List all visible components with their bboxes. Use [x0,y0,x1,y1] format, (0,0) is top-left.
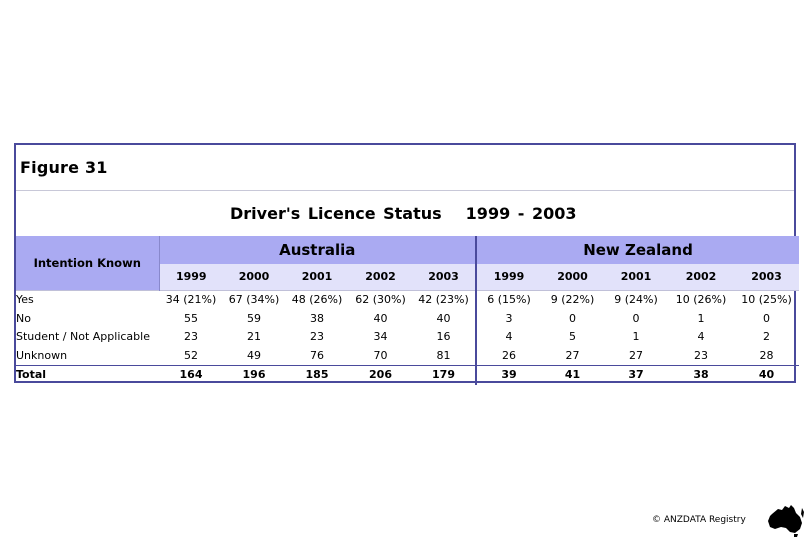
table-cell: 37 [604,365,668,385]
table-cell: 27 [629,348,643,362]
table-cell: 9 (24%) [604,290,668,310]
year-header: 2002 [349,264,412,291]
year-header: 2000 [223,264,285,291]
row-label: Total [16,365,159,385]
table-cell: 49 [247,348,261,362]
figure-label: Figure 31 [20,158,108,177]
table-cell: 70 [373,348,388,362]
table-cell: 55 [184,311,198,325]
table-cell: 185 [285,365,349,385]
group-new-zealand: New Zealand [474,236,800,264]
year-header: 1999 [475,264,541,291]
year-header: 1999 [159,264,223,291]
table-cell: 5 [569,330,576,344]
table-cell: 23 [310,330,324,344]
table-cell: 0 [569,311,576,325]
table-cell: 52 [184,348,198,362]
licence-status-table: Intention Known Australia New Zealand 19… [16,236,800,385]
table-cell: 40 [436,311,451,325]
table-cell: 0 [763,311,771,325]
table-cell: 27 [565,348,580,362]
table-cell: 39 [475,365,541,385]
table-cell: 34 (21%) [159,290,223,310]
table-cell: 40 [734,365,800,385]
copyright-notice: © ANZDATA Registry [652,515,746,525]
table-cell: 10 (26%) [668,290,734,310]
table-cell: 1 [697,311,705,325]
table-cell: 179 [412,365,476,385]
table-row: Unknown 52 49 76 70 81 26 27 27 23 28 [16,346,799,366]
group-australia: Australia [159,236,476,264]
table-cell: 9 (22%) [541,290,604,310]
table-cell: 0 [632,311,640,325]
table-cell: 3 [475,309,541,328]
year-header: 2003 [734,264,800,291]
table-cell: 23 [184,330,198,344]
table-cell: 81 [436,348,451,362]
row-label: Student / Not Applicable [16,330,150,344]
table-row: Yes 34 (21%) 67 (34%) 48 (26%) 62 (30%) … [16,290,800,310]
table-row: No 55 59 38 40 40 3 0 0 1 0 [16,309,799,328]
year-header: 2001 [604,264,668,291]
year-header: 2003 [412,264,476,291]
total-row: Total 164 196 185 206 179 39 41 37 38 40 [16,365,800,385]
table-cell: 2 [763,330,771,344]
row-label: Unknown [16,348,68,362]
row-label: No [16,311,31,325]
table-cell: 67 (34%) [223,290,285,310]
row-label: Yes [16,290,159,310]
table-cell: 4 [697,330,705,344]
australia-map-icon [766,504,806,542]
year-header: 2000 [541,264,604,291]
table-cell: 59 [247,311,261,325]
table-cell: 206 [349,365,412,385]
table-cell: 62 (30%) [349,290,412,310]
table-title: Driver's Licence Status 1999 - 2003 [230,204,577,223]
table-cell: 21 [247,330,261,344]
table-cell: 38 [668,365,734,385]
table-cell: 26 [475,346,541,366]
table-cell: 40 [373,311,388,325]
title-text: Driver's Licence Status [230,204,442,223]
table-row: Student / Not Applicable 23 21 23 34 16 … [16,328,799,347]
table-cell: 23 [694,348,708,362]
year-header: 2002 [668,264,734,291]
table-cell: 1 [632,330,640,344]
table-cell: 4 [475,328,541,347]
table-cell: 42 (23%) [412,290,476,310]
header-divider [16,190,794,191]
table-cell: 16 [436,330,451,344]
table-cell: 41 [541,365,604,385]
table-cell: 164 [159,365,223,385]
table-cell: 34 [373,330,388,344]
stub-header: Intention Known [16,236,160,291]
table-cell: 28 [759,348,774,362]
table-cell: 6 (15%) [475,290,541,310]
table-cell: 196 [223,365,285,385]
title-years: 1999 - 2003 [465,204,577,223]
year-header: 2001 [285,264,349,291]
table-cell: 48 (26%) [285,290,349,310]
table-cell: 10 (25%) [734,290,800,310]
table-cell: 38 [310,311,324,325]
table-cell: 76 [310,348,324,362]
